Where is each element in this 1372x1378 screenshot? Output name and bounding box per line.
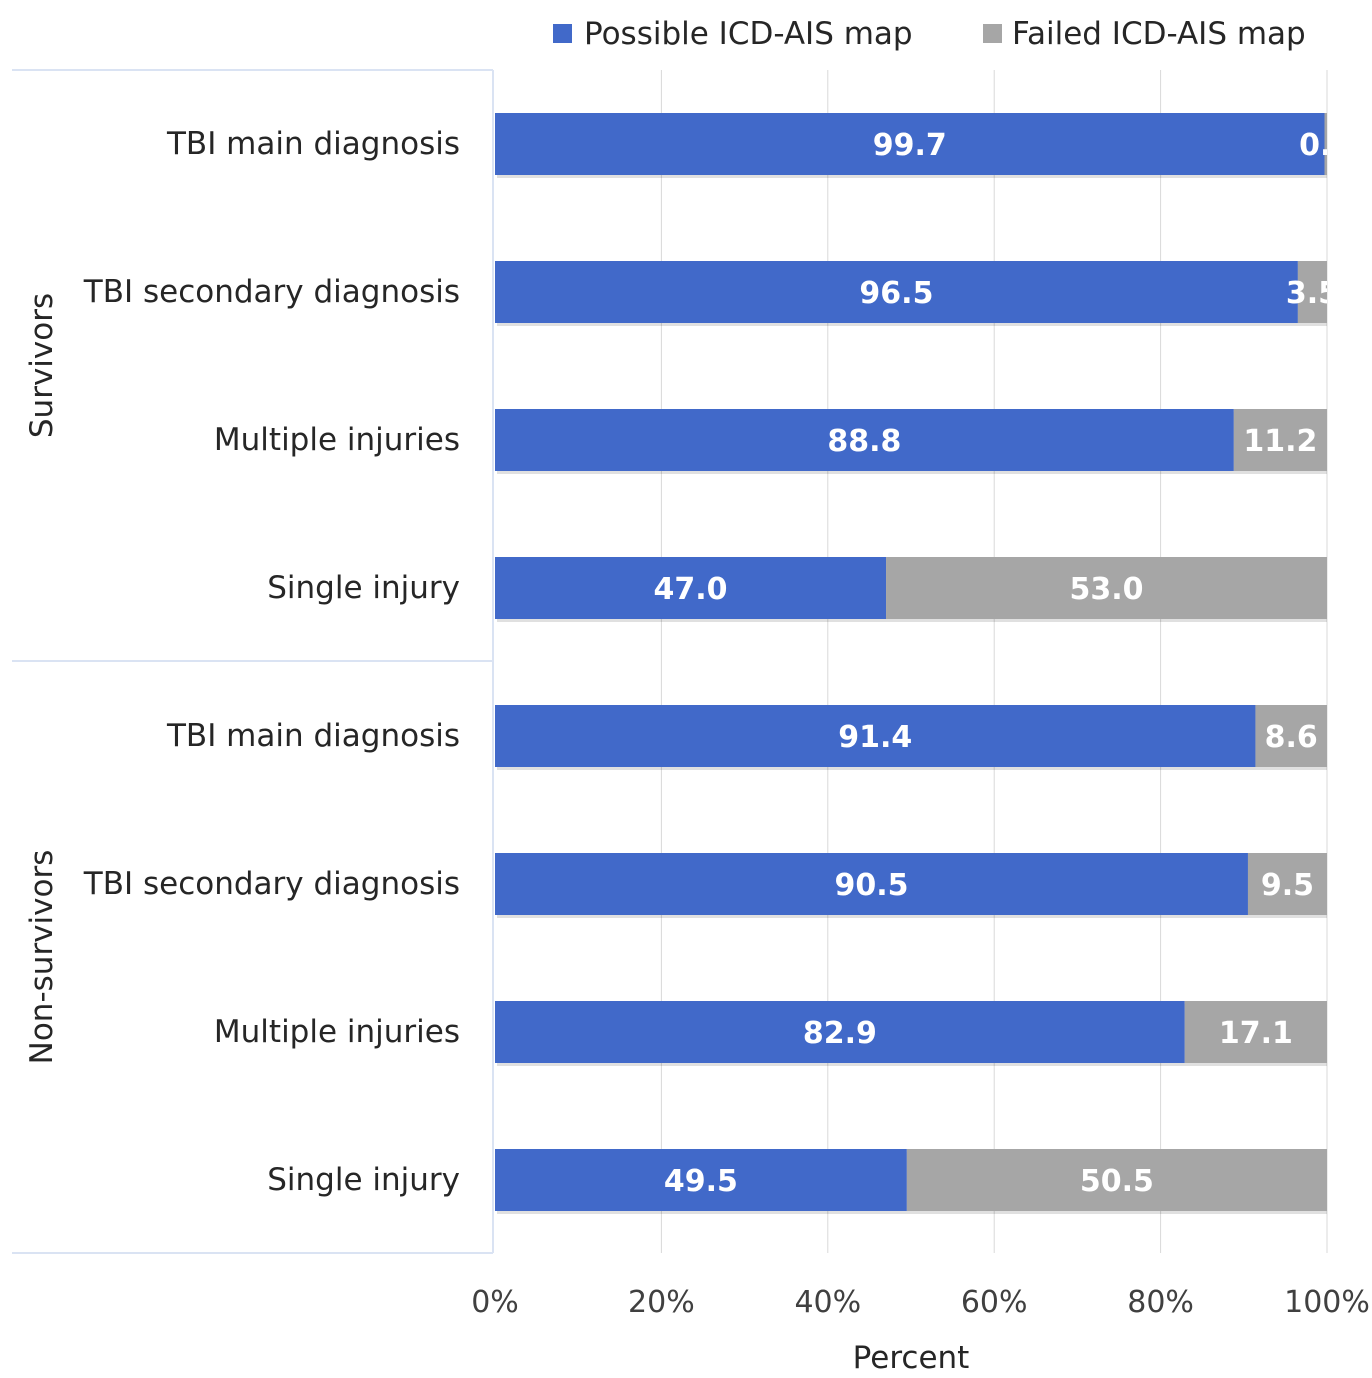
- bar-data-label: 49.5: [664, 1164, 738, 1199]
- category-labels: TBI main diagnosis TBI secondary diagnosi…: [83, 126, 460, 1198]
- group-label: Survivors: [24, 293, 60, 438]
- bar-failed-segment: [886, 557, 1327, 619]
- bar-data-label: 47.0: [654, 572, 728, 607]
- x-axis-title: Percent: [853, 1340, 970, 1373]
- bar-data-label: 99.7: [873, 128, 947, 163]
- bar-data-label: 8.6: [1265, 720, 1318, 755]
- bar-data-label: 90.5: [834, 868, 908, 903]
- bar-data-label: 96.5: [859, 276, 933, 311]
- bar-data-label: 17.1: [1219, 1016, 1293, 1051]
- bar-failed-segment: [906, 1149, 1327, 1211]
- bar-data-label: 3.5: [1286, 276, 1339, 311]
- bar-data-label: 82.9: [803, 1016, 877, 1051]
- x-tick-label: 60%: [961, 1285, 1028, 1320]
- bar-data-label: 91.4: [838, 720, 912, 755]
- legend-swatch: [553, 24, 572, 43]
- gridlines: [660, 70, 1328, 1253]
- bar-possible-segment: [495, 853, 1248, 915]
- legend-entry: Failed ICD-AIS map: [1012, 16, 1306, 52]
- x-tick-label: 20%: [628, 1285, 695, 1320]
- group-labels: Survivors Non-survivors: [24, 293, 60, 1064]
- group-label: Non-survivors: [24, 850, 60, 1065]
- bar-failed-segment: [1297, 261, 1327, 323]
- legend-entry: Possible ICD-AIS map: [584, 16, 913, 52]
- category-label: Single injury: [267, 570, 460, 606]
- x-tick-label: 0%: [471, 1285, 519, 1320]
- x-tick-label: 100%: [1284, 1285, 1370, 1320]
- bar-data-label: 0.3: [1299, 128, 1352, 163]
- x-tick-label: 40%: [794, 1285, 861, 1320]
- category-label: Multiple injuries: [214, 1014, 460, 1050]
- bar-failed-segment: [1233, 409, 1327, 471]
- bar-possible-segment: [495, 113, 1325, 175]
- bar-possible-segment: [495, 705, 1256, 767]
- bar-data-label: 88.8: [827, 424, 901, 459]
- bar-possible-segment: [495, 409, 1234, 471]
- group-frames: [12, 69, 494, 1254]
- bar-data-label: 11.2: [1243, 424, 1317, 459]
- legend-swatch: [983, 24, 1002, 43]
- bar-possible-segment: [495, 1001, 1185, 1063]
- bar-data-label: 53.0: [1070, 572, 1144, 607]
- bars: 99.7 0.3 96.5 3.5 88.8 11.2 47.0 53.0 91.4 8.6 90.…: [495, 113, 1352, 1214]
- bar-failed-segment: [1184, 1001, 1327, 1063]
- x-tick-label: 80%: [1127, 1285, 1194, 1320]
- category-label: TBI secondary diagnosis: [83, 274, 460, 310]
- bar-possible-segment: [495, 1149, 907, 1211]
- bar-data-label: 50.5: [1080, 1164, 1154, 1199]
- bar-failed-segment: [1324, 113, 1327, 175]
- category-label: TBI secondary diagnosis: [83, 866, 460, 902]
- category-label: Single injury: [267, 1162, 460, 1198]
- category-label: TBI main diagnosis: [166, 718, 460, 754]
- category-label: Multiple injuries: [214, 422, 460, 458]
- bar-possible-segment: [495, 261, 1298, 323]
- bar-failed-segment: [1255, 705, 1327, 767]
- legend: Possible ICD-AIS map Failed ICD-AIS map: [553, 16, 1306, 52]
- x-axis: 0% 20% 40% 60% 80% 100% Percent: [471, 1285, 1370, 1376]
- bar-data-label: 9.5: [1261, 868, 1314, 903]
- category-label: TBI main diagnosis: [166, 126, 460, 162]
- bar-failed-segment: [1247, 853, 1327, 915]
- bar-possible-segment: [495, 557, 887, 619]
